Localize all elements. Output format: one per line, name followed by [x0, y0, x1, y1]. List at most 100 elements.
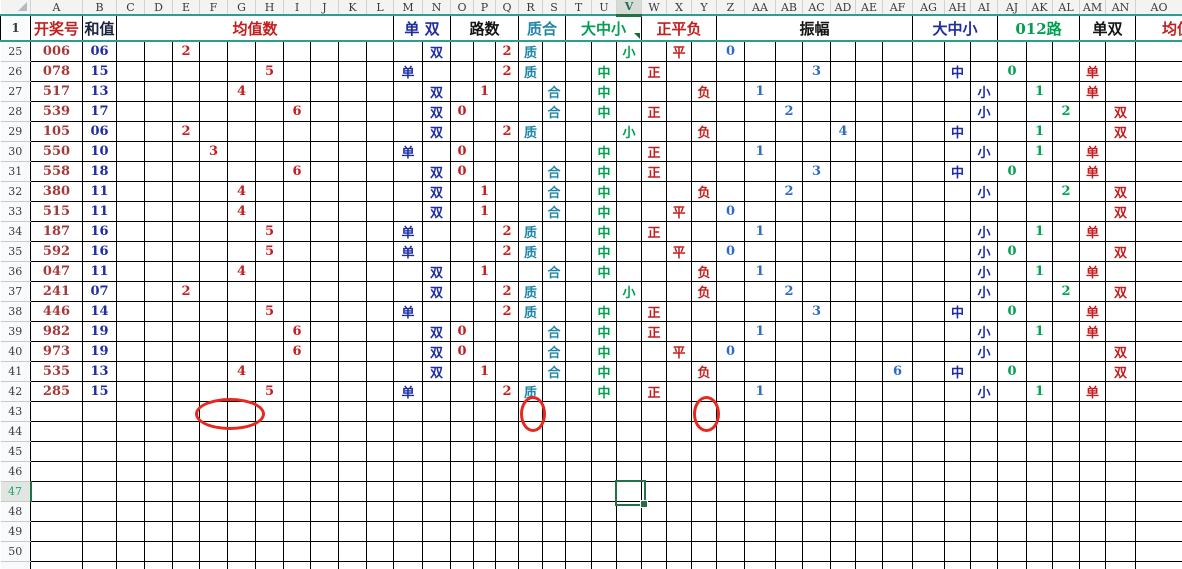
cell-E33[interactable]: [172, 201, 200, 222]
cell-H48[interactable]: [255, 501, 284, 522]
cell-AH36[interactable]: [944, 261, 971, 282]
cell-AC35[interactable]: [802, 241, 831, 262]
cell-C46[interactable]: [116, 461, 145, 482]
cell-O39[interactable]: 0: [450, 321, 474, 342]
cell-AD28[interactable]: [830, 101, 856, 122]
cell-P32[interactable]: 1: [473, 181, 496, 202]
cell-G30[interactable]: [227, 141, 256, 162]
cell-J32[interactable]: [310, 181, 339, 202]
cell-AB27[interactable]: [775, 81, 803, 102]
cell-D32[interactable]: [144, 181, 173, 202]
cell-AF35[interactable]: [882, 241, 913, 262]
cell-R45[interactable]: [518, 441, 543, 462]
cell-AI25[interactable]: [970, 40, 998, 62]
cell-AK33[interactable]: [1026, 201, 1053, 222]
cell-M29[interactable]: [393, 121, 423, 142]
cell-AC25[interactable]: [802, 40, 831, 62]
cell-AI44[interactable]: [970, 421, 998, 442]
cell-AK27[interactable]: 1: [1026, 81, 1053, 102]
cell-V41[interactable]: [616, 361, 642, 382]
cell-R26[interactable]: 质: [518, 61, 543, 82]
cell-Q28[interactable]: [495, 101, 519, 122]
cell-AM26[interactable]: 单: [1079, 61, 1106, 82]
cell-P-partial[interactable]: [473, 561, 496, 569]
cell-J36[interactable]: [310, 261, 339, 282]
cell-AH35[interactable]: [944, 241, 971, 262]
cell-AA26[interactable]: [744, 61, 776, 82]
cell-U47[interactable]: [591, 481, 617, 502]
cell-Q30[interactable]: [495, 141, 519, 162]
cell-AC27[interactable]: [802, 81, 831, 102]
cell-X25[interactable]: 平: [666, 40, 692, 62]
cell-D40[interactable]: [144, 341, 173, 362]
cell-AC48[interactable]: [802, 501, 831, 522]
cell-W49[interactable]: [641, 521, 667, 542]
cell-AM30[interactable]: 单: [1079, 141, 1106, 162]
cell-J28[interactable]: [310, 101, 339, 122]
cell-D26[interactable]: [144, 61, 173, 82]
cell-T38[interactable]: [565, 301, 592, 322]
cell-J46[interactable]: [310, 461, 339, 482]
cell-AM44[interactable]: [1079, 421, 1106, 442]
cell-I-partial[interactable]: [283, 561, 311, 569]
cell-O26[interactable]: [450, 61, 474, 82]
row-header-partial[interactable]: [0, 561, 31, 569]
cell-AO25[interactable]: [1135, 40, 1182, 62]
cell-Q33[interactable]: [495, 201, 519, 222]
cell-K44[interactable]: [338, 421, 367, 442]
cell-J-partial[interactable]: [310, 561, 339, 569]
cell-AF27[interactable]: [882, 81, 913, 102]
cell-U40[interactable]: 中: [591, 341, 617, 362]
cell-AJ41[interactable]: 0: [997, 361, 1027, 382]
cell-L48[interactable]: [366, 501, 394, 522]
column-header-X[interactable]: X: [666, 0, 692, 16]
cell-D34[interactable]: [144, 221, 173, 242]
cell-AB43[interactable]: [775, 401, 803, 422]
cell-D44[interactable]: [144, 421, 173, 442]
cell-AD42[interactable]: [830, 381, 856, 402]
cell-S43[interactable]: [542, 401, 566, 422]
cell-J38[interactable]: [310, 301, 339, 322]
cell-D45[interactable]: [144, 441, 173, 462]
cell-W43[interactable]: [641, 401, 667, 422]
cell-V46[interactable]: [616, 461, 642, 482]
cell-AI33[interactable]: [970, 201, 998, 222]
cell-AN32[interactable]: 双: [1105, 181, 1136, 202]
cell-B30[interactable]: 10: [82, 141, 117, 162]
cell-S47[interactable]: [542, 481, 566, 502]
cell-I32[interactable]: [283, 181, 311, 202]
cell-AA37[interactable]: [744, 281, 776, 302]
cell-AD43[interactable]: [830, 401, 856, 422]
cell-AB37[interactable]: 2: [775, 281, 803, 302]
cell-AG30[interactable]: [912, 141, 945, 162]
cell-T28[interactable]: [565, 101, 592, 122]
cell-AM28[interactable]: [1079, 101, 1106, 122]
cell-H46[interactable]: [255, 461, 284, 482]
cell-AJ28[interactable]: [997, 101, 1027, 122]
cell-U38[interactable]: 中: [591, 301, 617, 322]
cell-AA39[interactable]: 1: [744, 321, 776, 342]
cell-I28[interactable]: 6: [283, 101, 311, 122]
cell-K45[interactable]: [338, 441, 367, 462]
cell-R27[interactable]: [518, 81, 543, 102]
cell-K43[interactable]: [338, 401, 367, 422]
row-header-46[interactable]: 46: [0, 461, 31, 482]
cell-L40[interactable]: [366, 341, 394, 362]
cell-U37[interactable]: [591, 281, 617, 302]
cell-P47[interactable]: [473, 481, 496, 502]
cell-S46[interactable]: [542, 461, 566, 482]
cell-M43[interactable]: [393, 401, 423, 422]
cell-AE29[interactable]: [855, 121, 883, 142]
header-group-C[interactable]: 均值数: [116, 14, 394, 42]
cell-A47[interactable]: [30, 481, 83, 502]
cell-V27[interactable]: [616, 81, 642, 102]
cell-K33[interactable]: [338, 201, 367, 222]
cell-AB41[interactable]: [775, 361, 803, 382]
cell-AC43[interactable]: [802, 401, 831, 422]
cell-AE28[interactable]: [855, 101, 883, 122]
cell-AH38[interactable]: 中: [944, 301, 971, 322]
cell-U46[interactable]: [591, 461, 617, 482]
cell-Q25[interactable]: 2: [495, 40, 519, 62]
cell-AC41[interactable]: [802, 361, 831, 382]
cell-R44[interactable]: [518, 421, 543, 442]
